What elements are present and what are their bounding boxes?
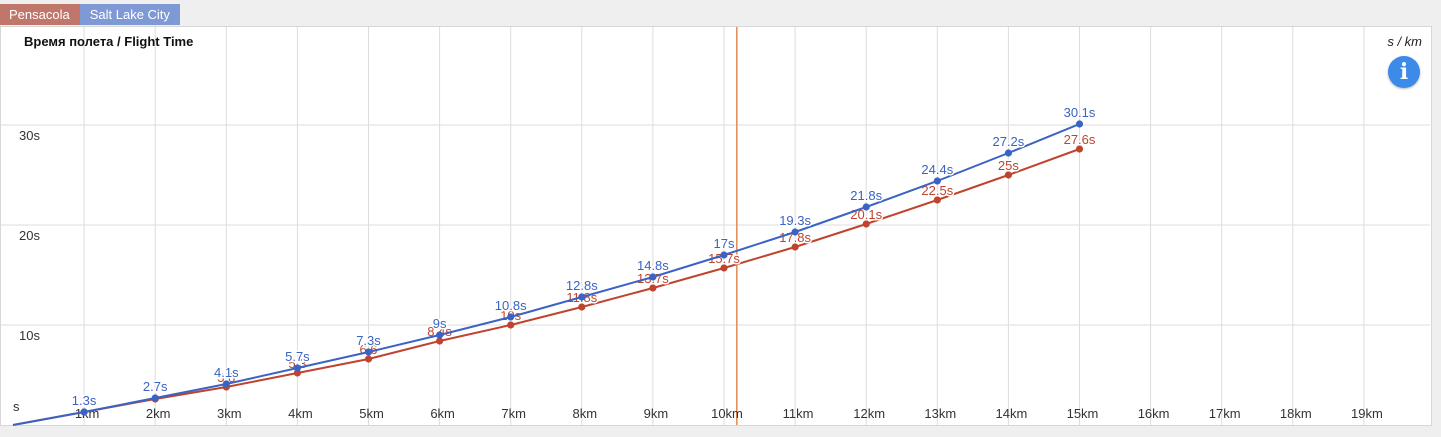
x-tick-label: 8km	[573, 406, 598, 421]
data-point	[578, 293, 586, 301]
y-tick-label: 10s	[19, 328, 40, 343]
data-point	[720, 251, 728, 259]
x-tick-label: 16km	[1138, 406, 1170, 421]
data-label: 14.8s	[637, 258, 669, 273]
x-tick-label: 14km	[996, 406, 1028, 421]
data-label: 4.1s	[214, 365, 239, 380]
data-point	[1004, 171, 1013, 179]
unit-label: s / km	[1387, 34, 1422, 49]
data-label: 17s	[714, 236, 735, 251]
data-label: 9s	[433, 316, 447, 331]
data-point	[1004, 149, 1013, 157]
x-tick-label: 19km	[1351, 406, 1383, 421]
data-point	[293, 369, 301, 377]
data-point	[933, 196, 941, 204]
x-tick-label: 4km	[288, 406, 313, 421]
data-label: 21.8s	[850, 188, 882, 203]
tab-salt-lake-city[interactable]: Salt Lake City	[79, 4, 180, 25]
data-point	[720, 264, 728, 272]
x-tick-label: 6km	[430, 406, 455, 421]
chart-title: Время полета / Flight Time	[24, 34, 194, 49]
data-label: 7.3s	[356, 333, 381, 348]
data-point	[649, 284, 657, 292]
data-label: 27.6s	[1064, 132, 1096, 147]
data-point	[1075, 120, 1084, 128]
data-point	[649, 273, 657, 281]
data-point	[364, 355, 373, 363]
x-tick-label: 9km	[644, 406, 669, 421]
x-tick-label: 13km	[924, 406, 956, 421]
series-tabs: Pensacola Salt Lake City	[0, 4, 180, 25]
data-point	[507, 321, 515, 329]
data-point	[933, 177, 941, 185]
data-point	[293, 364, 301, 372]
tab-pensacola[interactable]: Pensacola	[0, 4, 80, 25]
data-point	[791, 243, 799, 251]
data-point	[862, 203, 870, 211]
x-tick-label: 5km	[359, 406, 384, 421]
x-tick-label: 11km	[783, 406, 814, 421]
x-tick-label: 2km	[146, 406, 171, 421]
chart-area	[0, 26, 1432, 426]
data-label: 10.8s	[495, 298, 527, 313]
y-origin-label: s	[13, 399, 20, 414]
x-tick-label: 15km	[1067, 406, 1099, 421]
data-label: 19.3s	[779, 213, 811, 228]
data-point	[578, 303, 586, 311]
data-point	[791, 228, 799, 236]
series-line	[12, 148, 1080, 426]
data-label: 24.4s	[921, 162, 953, 177]
data-label: 5.7s	[285, 349, 310, 364]
data-point	[862, 220, 870, 228]
data-label: 27.2s	[992, 134, 1024, 149]
series-line	[12, 123, 1080, 426]
data-point	[364, 348, 373, 356]
data-point	[507, 313, 515, 321]
data-point	[80, 408, 88, 416]
data-label: 25s	[998, 158, 1019, 173]
data-label: 30.1s	[1064, 105, 1096, 120]
x-tick-label: 12km	[853, 406, 885, 421]
data-label: 2.7s	[143, 379, 168, 394]
data-point	[436, 331, 444, 339]
data-label: 1.3s	[72, 393, 97, 408]
data-label: 22.5s	[921, 183, 953, 198]
x-tick-label: 10km	[711, 406, 743, 421]
x-tick-label: 3km	[217, 406, 242, 421]
data-point	[151, 394, 159, 402]
y-tick-label: 30s	[19, 128, 40, 143]
data-point	[436, 337, 444, 345]
x-tick-label: 7km	[501, 406, 526, 421]
x-tick-label: 17km	[1209, 406, 1241, 421]
data-point	[222, 380, 230, 388]
info-icon[interactable]: i	[1388, 56, 1420, 88]
data-label: 12.8s	[566, 278, 598, 293]
y-tick-label: 20s	[19, 228, 40, 243]
x-tick-label: 18km	[1280, 406, 1312, 421]
data-point	[1075, 145, 1084, 153]
